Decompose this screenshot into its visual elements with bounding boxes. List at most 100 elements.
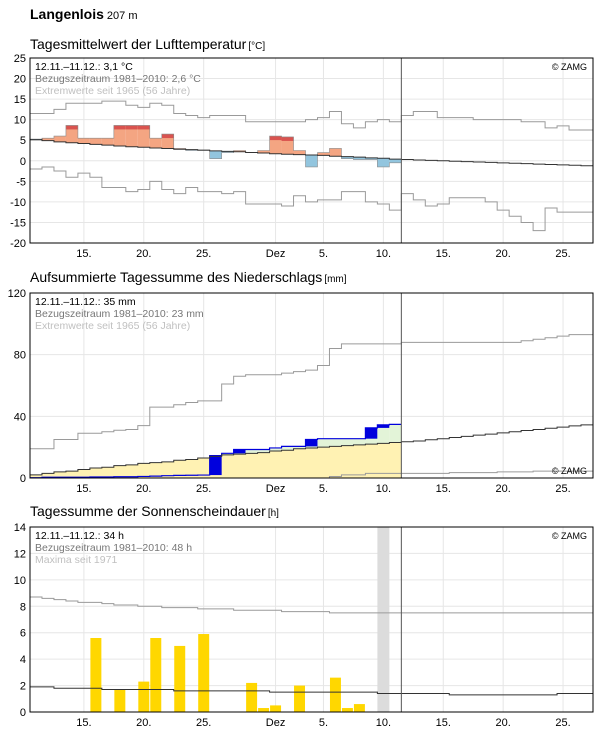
warm-anomaly-bar <box>281 136 294 155</box>
station-name: Langenlois <box>30 6 104 22</box>
sunshine-bar <box>174 645 186 712</box>
warm-anomaly-bar <box>77 138 90 144</box>
precip-daily-bar <box>305 439 318 447</box>
warm-anomaly-bar <box>149 138 162 149</box>
precip-excess-bar <box>353 438 366 445</box>
precipitation-chart-title: Aufsummierte Tagessumme des Niederschlag… <box>30 269 347 285</box>
brand-label: © ZAMG <box>552 531 587 541</box>
precip-excess-bar <box>389 424 402 443</box>
x-tick-label: 10. <box>376 483 391 495</box>
y-tick-label: 40 <box>14 411 26 423</box>
y-tick-label: 25 <box>14 53 26 65</box>
sunshine-bar <box>114 689 126 712</box>
x-tick-label: 5. <box>319 248 328 260</box>
x-tick-label: Dez <box>266 483 286 495</box>
x-tick-label: 25. <box>555 717 570 729</box>
y-tick-label: 8 <box>20 601 26 613</box>
x-tick-label: 15. <box>436 483 451 495</box>
cold-anomaly-bar <box>353 157 366 160</box>
x-tick-label: 5. <box>319 717 328 729</box>
x-tick-label: 20. <box>136 248 151 260</box>
x-tick-label: 20. <box>136 717 151 729</box>
cold-anomaly-bar <box>377 158 390 167</box>
station-altitude: 207 m <box>106 10 138 22</box>
warm-anomaly-bar <box>161 134 174 149</box>
y-tick-label: 80 <box>14 350 26 362</box>
plot-frame <box>29 292 594 479</box>
precip-daily-bar <box>377 424 390 428</box>
y-tick-label: 10 <box>14 575 26 587</box>
x-tick-label: 25. <box>196 483 211 495</box>
y-tick-label: -20 <box>10 238 26 250</box>
cold-anomaly-bar <box>365 157 378 160</box>
legend-extremes: Extremwerte seit 1965 (56 Jahre) <box>35 320 190 332</box>
sunshine-bar <box>138 681 150 712</box>
warm-anomaly-cap <box>137 125 150 130</box>
warm-anomaly-bar <box>101 138 114 146</box>
precip-daily-bar <box>365 427 378 439</box>
sunshine-bar <box>341 708 353 712</box>
sunshine-bar <box>258 708 270 712</box>
station-header: Langenlois 207 m <box>30 6 137 22</box>
y-tick-label: 20 <box>14 74 26 86</box>
precip-excess-bar <box>281 446 294 451</box>
precip-daily-bar <box>209 455 222 476</box>
cold-anomaly-bar <box>389 159 402 163</box>
warm-anomaly-bar <box>137 125 150 148</box>
min-extreme-line <box>30 166 593 232</box>
sunshine-bar <box>270 705 282 712</box>
y-tick-label: 0 <box>20 473 26 485</box>
actual-temperature-line <box>30 125 402 168</box>
cold-anomaly-bar <box>221 151 234 153</box>
sunshine-bar <box>90 638 102 712</box>
x-tick-label: 25. <box>196 248 211 260</box>
x-tick-label: 15. <box>76 483 91 495</box>
precip-excess-bar <box>317 438 330 448</box>
cold-anomaly-bar <box>305 155 318 167</box>
y-tick-label: 12 <box>14 548 26 560</box>
x-tick-label: 20. <box>496 717 511 729</box>
x-tick-label: 15. <box>436 248 451 260</box>
legend-extremes: Maxima seit 1971 <box>35 554 117 566</box>
precip-excess-bar <box>221 453 234 455</box>
sunshine-title-text: Tagessumme der Sonnenscheindauer <box>30 503 266 519</box>
y-tick-label: 0 <box>20 156 26 168</box>
x-tick-label: Dez <box>266 248 286 260</box>
precip-excess-bar <box>269 447 282 452</box>
chart-panel-1: 0 40 80 120 15. 20. 25. Dez 5. 10. 15. 20. 25. 12.11.… <box>8 288 594 495</box>
temperature-unit: [°C] <box>248 41 266 52</box>
legend-current: 12.11.–11.12.: 34 h <box>35 530 124 542</box>
plot-frame <box>29 57 594 244</box>
x-tick-label: 20. <box>136 483 151 495</box>
max-extreme-line <box>30 100 593 131</box>
legend-current: 12.11.–11.12.: 35 mm <box>35 296 136 308</box>
warm-anomaly-bar <box>41 138 54 141</box>
warm-anomaly-cap <box>161 134 174 139</box>
max-sunshine-line <box>30 596 593 614</box>
precip-excess-bar <box>245 449 258 454</box>
warm-anomaly-cap <box>125 125 138 130</box>
x-tick-label: 15. <box>76 717 91 729</box>
x-tick-label: 25. <box>555 483 570 495</box>
warm-anomaly-bar <box>257 150 270 153</box>
x-tick-label: 20. <box>496 483 511 495</box>
y-tick-label: 15 <box>14 94 26 106</box>
legend-reference: Bezugszeitraum 1981–2010: 2,6 °C <box>35 73 201 85</box>
warm-anomaly-bar <box>317 152 330 156</box>
x-tick-label: 20. <box>496 248 511 260</box>
y-tick-label: -10 <box>10 197 26 209</box>
actual-precip-line <box>30 423 402 479</box>
y-tick-label: 6 <box>20 628 26 640</box>
normal-precip-line <box>30 424 593 476</box>
warm-anomaly-bar <box>293 150 306 155</box>
precip-excess-bar <box>329 438 342 447</box>
cold-anomaly-bar <box>341 156 354 159</box>
legend-current: 12.11.–11.12.: 3,1 °C <box>35 61 133 73</box>
x-tick-label: 10. <box>376 717 391 729</box>
cold-anomaly-bar <box>209 150 222 159</box>
brand-label: © ZAMG <box>552 466 587 476</box>
y-tick-label: -15 <box>10 217 26 229</box>
y-tick-label: 4 <box>20 654 26 666</box>
warm-anomaly-bar <box>65 125 78 143</box>
